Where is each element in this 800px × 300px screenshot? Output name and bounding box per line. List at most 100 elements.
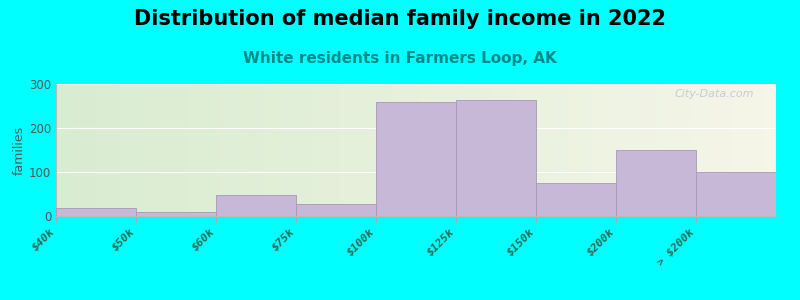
Bar [639, 84, 643, 216]
Bar [733, 84, 736, 216]
Bar [704, 84, 708, 216]
Bar [528, 84, 531, 216]
Bar [216, 195, 296, 216]
Bar [517, 84, 521, 216]
Bar [296, 204, 376, 216]
Bar [229, 84, 232, 216]
Bar [63, 84, 67, 216]
Bar [693, 84, 697, 216]
Bar [726, 84, 730, 216]
Bar [625, 84, 629, 216]
Bar [686, 84, 690, 216]
Bar [96, 84, 99, 216]
Bar [502, 84, 506, 216]
Bar [636, 84, 639, 216]
Bar [506, 84, 510, 216]
Bar [618, 84, 622, 216]
Bar [675, 84, 679, 216]
Bar [121, 84, 125, 216]
Bar [445, 84, 449, 216]
Bar [344, 84, 348, 216]
Bar [510, 84, 514, 216]
Bar [668, 84, 672, 216]
Bar [589, 84, 592, 216]
Bar [442, 84, 445, 216]
Bar [769, 84, 773, 216]
Bar [70, 84, 74, 216]
Bar [650, 84, 654, 216]
Bar [258, 84, 262, 216]
Bar [682, 84, 686, 216]
Bar [582, 84, 586, 216]
Bar [661, 84, 664, 216]
Bar [106, 84, 110, 216]
Bar [175, 84, 178, 216]
Bar [405, 84, 409, 216]
Bar [82, 84, 85, 216]
Bar [171, 84, 175, 216]
Bar [330, 84, 334, 216]
Bar [449, 84, 452, 216]
Bar [154, 84, 157, 216]
Bar [773, 84, 776, 216]
Bar [92, 84, 96, 216]
Bar [495, 84, 499, 216]
Bar [373, 84, 377, 216]
Bar [420, 84, 423, 216]
Bar [308, 84, 312, 216]
Bar [696, 172, 776, 216]
Bar [477, 84, 481, 216]
Bar [384, 84, 387, 216]
Bar [603, 84, 607, 216]
Bar [207, 84, 210, 216]
Bar [246, 84, 250, 216]
Bar [60, 84, 63, 216]
Bar [715, 84, 718, 216]
Bar [557, 84, 560, 216]
Bar [718, 84, 722, 216]
Bar [294, 84, 298, 216]
Bar [629, 84, 632, 216]
Bar [150, 84, 154, 216]
Bar [758, 84, 762, 216]
Bar [542, 84, 546, 216]
Bar [690, 84, 693, 216]
Bar [474, 84, 477, 216]
Bar [578, 84, 582, 216]
Bar [222, 84, 226, 216]
Text: City-Data.com: City-Data.com [675, 89, 754, 99]
Bar [622, 84, 625, 216]
Bar [491, 84, 495, 216]
Bar [341, 84, 344, 216]
Bar [550, 84, 553, 216]
Bar [553, 84, 557, 216]
Bar [290, 84, 294, 216]
Bar [427, 84, 430, 216]
Bar [456, 84, 459, 216]
Bar [272, 84, 275, 216]
Bar [157, 84, 160, 216]
Bar [538, 84, 542, 216]
Bar [164, 84, 168, 216]
Bar [118, 84, 121, 216]
Bar [643, 84, 646, 216]
Bar [560, 84, 563, 216]
Bar [189, 84, 193, 216]
Bar [736, 84, 740, 216]
Bar [298, 84, 301, 216]
Bar [722, 84, 726, 216]
Bar [348, 84, 351, 216]
Bar [398, 84, 402, 216]
Bar [286, 84, 290, 216]
Bar [672, 84, 675, 216]
Bar [536, 183, 616, 216]
Bar [358, 84, 362, 216]
Bar [56, 208, 136, 216]
Bar [470, 84, 474, 216]
Bar [102, 84, 106, 216]
Bar [514, 84, 517, 216]
Bar [521, 84, 524, 216]
Bar [423, 84, 427, 216]
Bar [434, 84, 438, 216]
Bar [616, 150, 696, 216]
